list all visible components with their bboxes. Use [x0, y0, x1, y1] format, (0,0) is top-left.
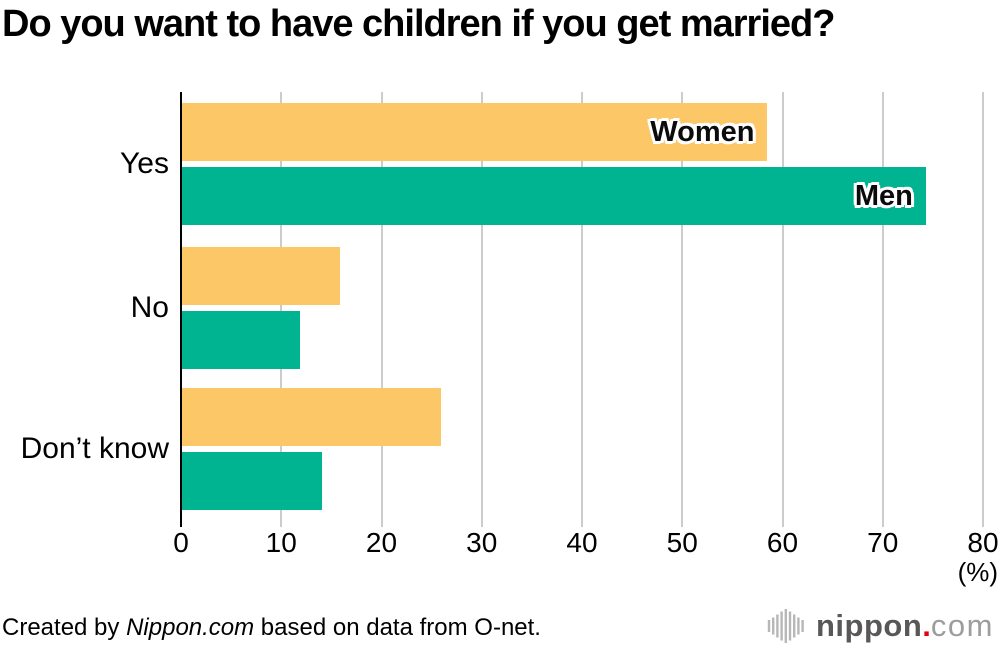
x-axis-unit-label: (%) [957, 557, 998, 587]
bar-women-0 [182, 103, 768, 161]
credit-suffix: based on data from O-net. [254, 614, 541, 641]
bar-men-1 [182, 311, 301, 369]
bar-women-1 [182, 247, 341, 305]
credit-prefix: Created by [2, 614, 127, 641]
logo-dot: . [922, 608, 931, 643]
x-tick-label-70: 70 [867, 527, 899, 558]
soundwave-bars-icon [767, 609, 804, 643]
bar-women-2 [182, 388, 441, 446]
x-tick-label-20: 20 [365, 527, 398, 558]
plot-area: Women Men [180, 92, 987, 527]
gridline-20 [380, 92, 383, 527]
bar-men-0 [182, 167, 926, 225]
bar-men-2 [182, 452, 323, 510]
gridline-80 [982, 92, 984, 527]
gridline-30 [480, 92, 483, 527]
y-axis-line [180, 92, 182, 527]
gridline-70 [881, 92, 884, 527]
x-tick-label-60: 60 [766, 527, 799, 558]
credit-source: Nippon.com [126, 614, 255, 641]
x-tick-label-80: 80 [967, 527, 999, 558]
gridline-50 [681, 92, 684, 527]
series-label-men: Men [854, 179, 913, 212]
category-label-0: Yes [120, 147, 169, 180]
credit-line: Created by Nippon.com based on data from… [2, 614, 541, 642]
x-tick-label-0: 0 [173, 527, 189, 558]
chart-title: Do you want to have children if you get … [2, 3, 835, 45]
x-tick-label-40: 40 [566, 527, 598, 558]
gridline-40 [581, 92, 583, 527]
category-label-2: Don’t know [20, 432, 169, 465]
x-tick-label-10: 10 [265, 527, 297, 558]
logo-text-com: com [930, 608, 994, 643]
logo-text-nippon: nippon [816, 608, 923, 643]
category-label-1: No [130, 291, 169, 324]
gridline-10 [280, 92, 283, 527]
x-tick-label-50: 50 [666, 527, 698, 558]
series-label-women: Women [650, 115, 755, 148]
x-tick-label-30: 30 [466, 527, 498, 558]
gridline-60 [781, 92, 784, 527]
nippon-logo: nippon. com [767, 604, 994, 648]
